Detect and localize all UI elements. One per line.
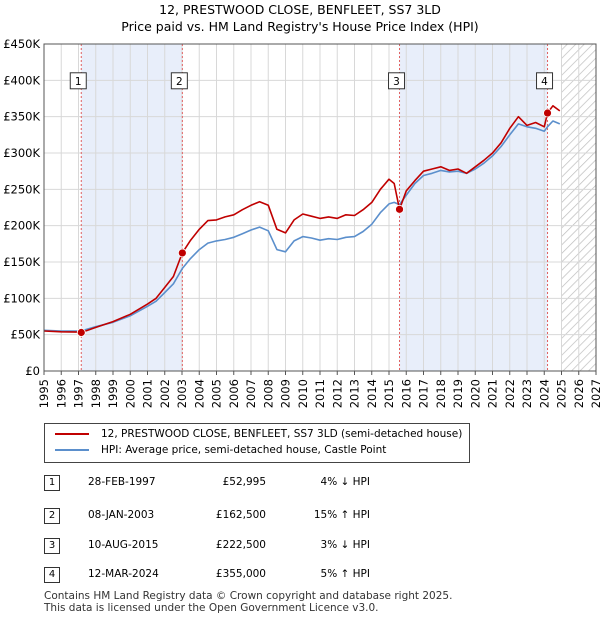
transaction-date: 10-AUG-2015 [88, 539, 159, 551]
footer-licence: This data is licensed under the Open Gov… [44, 602, 379, 614]
property-line-swatch [55, 433, 89, 435]
sale-number-label: 3 [393, 76, 400, 88]
transaction-price: £162,500 [215, 509, 266, 521]
x-tick-label: 1999 [106, 379, 120, 408]
x-tick-label: 2013 [348, 379, 362, 408]
x-tick-label: 2018 [434, 379, 448, 408]
x-tick-label: 2009 [279, 379, 293, 408]
x-tick-label: 1995 [37, 379, 51, 408]
x-tick-label: 2007 [244, 379, 258, 408]
x-tick-label: 2011 [313, 379, 327, 408]
legend-hpi-label: HPI: Average price, semi-detached house,… [101, 444, 387, 456]
hpi-line [44, 120, 561, 332]
footer-copyright: Contains HM Land Registry data © Crown c… [44, 590, 453, 602]
sale-number-label: 2 [176, 76, 183, 88]
x-tick-label: 2010 [296, 379, 310, 408]
x-tick-label: 2016 [399, 379, 413, 408]
sale-point [543, 108, 552, 118]
x-tick-label: 2014 [365, 379, 379, 408]
sale-number-box [170, 72, 188, 90]
transaction-date: 08-JAN-2003 [88, 509, 155, 521]
x-tick-label: 2021 [486, 379, 500, 408]
legend-property-label: 12, PRESTWOOD CLOSE, BENFLEET, SS7 3LD (… [101, 428, 463, 440]
x-tick-label: 2006 [227, 379, 241, 408]
transaction-hpi: 4% ↓ HPI [320, 476, 370, 488]
plot-frame [43, 43, 597, 372]
transaction-hpi: 3% ↓ HPI [320, 539, 370, 551]
transaction-hpi: 15% ↑ HPI [313, 509, 370, 521]
x-tick-label: 2026 [572, 379, 586, 408]
x-tick-label: 2004 [192, 379, 206, 408]
transaction-row: 3 10-AUG-2015 £222,500 3% ↓ HPI [0, 538, 600, 558]
legend: 12, PRESTWOOD CLOSE, BENFLEET, SS7 3LD (… [44, 423, 470, 463]
legend-item-hpi: HPI: Average price, semi-detached house,… [55, 444, 386, 456]
x-tick-label: 2024 [537, 379, 551, 408]
y-tick-label: £0 [25, 364, 40, 378]
transaction-date: 12-MAR-2024 [88, 568, 159, 580]
x-tick-label: 2002 [158, 379, 172, 408]
sale-point [177, 248, 187, 258]
x-tick-label: 2017 [417, 379, 431, 408]
y-tick-label: £150K [3, 255, 40, 269]
sale-point [395, 204, 404, 214]
x-tick-label: 2008 [261, 379, 275, 408]
chart-subtitle: Price paid vs. HM Land Registry's House … [121, 19, 479, 34]
ownership-shade [399, 44, 548, 371]
chart-title: 12, PRESTWOOD CLOSE, BENFLEET, SS7 3LD [159, 2, 441, 17]
y-tick-label: £450K [3, 37, 40, 51]
transaction-row: 1 28-FEB-1997 £52,995 4% ↓ HPI [0, 475, 600, 495]
transaction-number: 1 [44, 475, 60, 491]
sale-number-label: 4 [541, 76, 548, 88]
y-tick-label: £250K [3, 182, 40, 196]
x-tick-label: 2000 [123, 379, 137, 408]
x-tick-label: 2015 [382, 379, 396, 408]
x-tick-label: 2019 [451, 379, 465, 408]
legend-item-property: 12, PRESTWOOD CLOSE, BENFLEET, SS7 3LD (… [55, 428, 462, 440]
sale-number-box [388, 72, 406, 90]
series-group [44, 105, 561, 334]
x-tick-label: 1997 [72, 379, 86, 408]
transaction-number: 2 [44, 508, 60, 524]
transaction-price: £355,000 [215, 568, 266, 580]
transaction-hpi: 5% ↑ HPI [320, 568, 370, 580]
y-tick-label: £350K [3, 110, 40, 124]
ownership-shade [81, 44, 183, 371]
x-tick-label: 1996 [54, 379, 68, 408]
transaction-price: £52,995 [222, 476, 266, 488]
hpi-line-swatch [55, 449, 89, 451]
y-tick-label: £300K [3, 146, 40, 160]
y-tick-label: £400K [3, 73, 40, 87]
x-tick-label: 2022 [503, 379, 517, 408]
y-tick-label: £200K [3, 219, 40, 233]
y-tick-label: £100K [3, 291, 40, 305]
x-tick-label: 2027 [589, 379, 600, 408]
x-tick-label: 2025 [555, 379, 569, 408]
x-tick-label: 2005 [210, 379, 224, 408]
transaction-number: 3 [44, 538, 60, 554]
sale-number-box [536, 72, 554, 90]
x-tick-label: 2023 [520, 379, 534, 408]
property-price-line [44, 105, 561, 334]
price-chart: £0 £50K £100K £150K £200K £250K £300K £350K £400… [3, 37, 600, 408]
transaction-price: £222,500 [215, 539, 266, 551]
sale-point [76, 328, 86, 337]
sale-number-box [69, 72, 87, 90]
x-tick-label: 2012 [330, 379, 344, 408]
transaction-row: 2 08-JAN-2003 £162,500 15% ↑ HPI [0, 508, 600, 528]
x-tick-label: 2003 [175, 379, 189, 408]
transaction-row: 4 12-MAR-2024 £355,000 5% ↑ HPI [0, 567, 600, 587]
transaction-number: 4 [44, 567, 60, 583]
transaction-date: 28-FEB-1997 [88, 476, 156, 488]
x-tick-label: 1998 [89, 379, 103, 408]
x-tick-label: 2020 [468, 379, 482, 408]
x-tick-label: 2001 [141, 379, 155, 408]
y-tick-label: £50K [11, 328, 41, 342]
sale-number-label: 1 [75, 76, 82, 88]
